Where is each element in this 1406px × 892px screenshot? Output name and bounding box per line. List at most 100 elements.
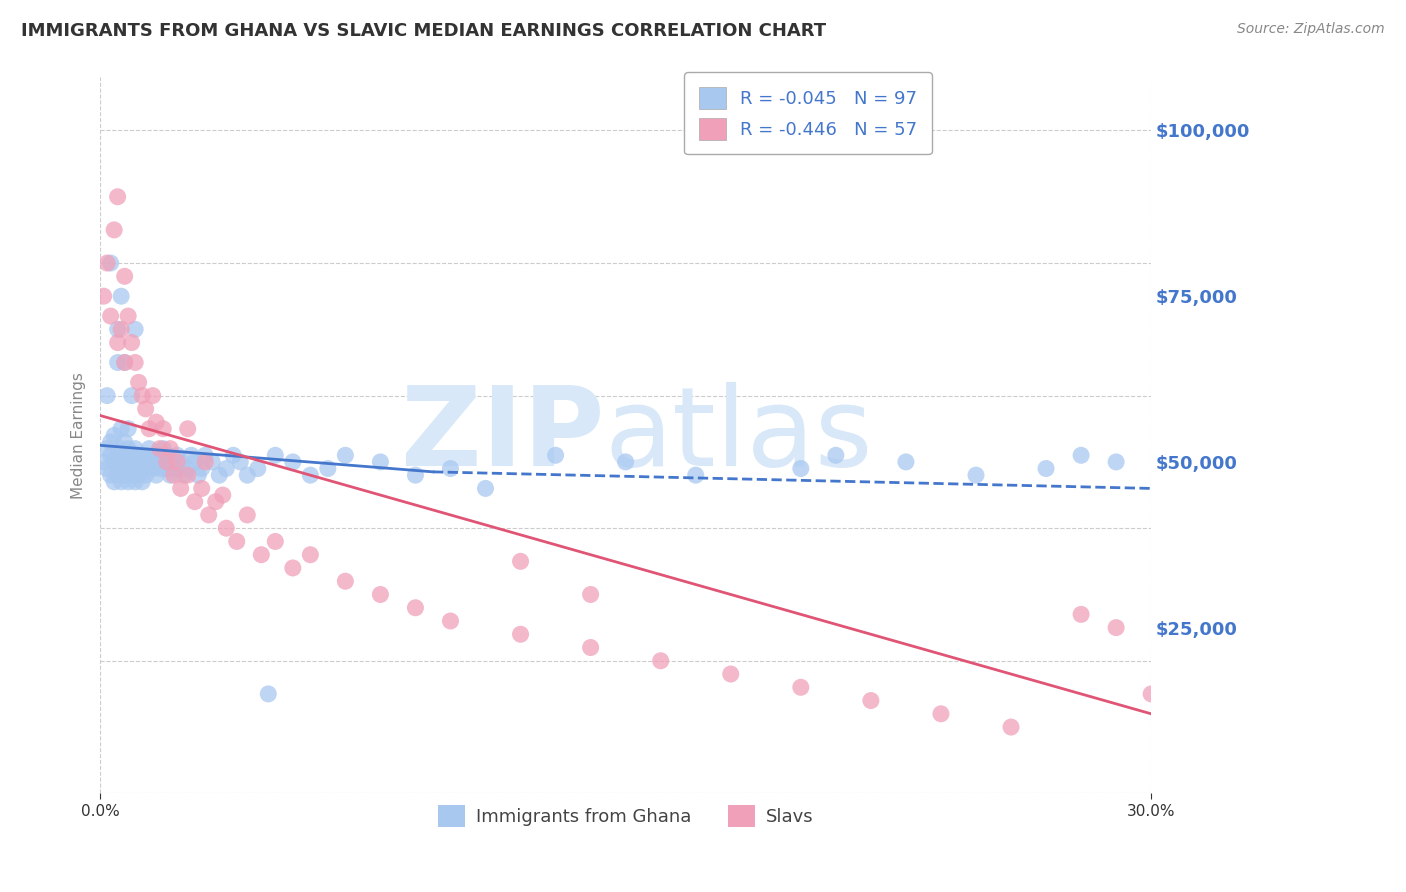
Point [138, 455, 160, 469]
Point [103, 428, 125, 442]
Point [159, 455, 181, 469]
Point [131, 455, 153, 469]
Point [145, 468, 167, 483]
Point [124, 442, 146, 456]
Point [107, 322, 129, 336]
Point [135, 461, 157, 475]
Point [124, 475, 146, 489]
Point [187, 468, 209, 483]
Point [114, 355, 136, 369]
Point [650, 654, 672, 668]
Y-axis label: Median Earnings: Median Earnings [72, 372, 86, 499]
Point [197, 508, 219, 522]
Point [250, 548, 273, 562]
Point [170, 455, 193, 469]
Point [579, 640, 602, 655]
Point [335, 574, 357, 589]
Point [117, 475, 139, 489]
Point [131, 389, 153, 403]
Point [1000, 720, 1022, 734]
Point [204, 494, 226, 508]
Point [404, 600, 426, 615]
Point [124, 455, 146, 469]
Point [149, 442, 172, 456]
Point [156, 448, 179, 462]
Point [121, 468, 143, 483]
Point [110, 455, 132, 469]
Point [114, 448, 136, 462]
Point [152, 422, 174, 436]
Point [335, 448, 357, 462]
Point [110, 442, 132, 456]
Point [225, 534, 247, 549]
Point [183, 455, 205, 469]
Point [135, 448, 157, 462]
Text: Source: ZipAtlas.com: Source: ZipAtlas.com [1237, 22, 1385, 37]
Point [103, 475, 125, 489]
Point [1140, 687, 1163, 701]
Point [299, 548, 322, 562]
Point [117, 455, 139, 469]
Point [614, 455, 637, 469]
Point [720, 667, 742, 681]
Point [107, 335, 129, 350]
Point [149, 448, 172, 462]
Point [166, 455, 188, 469]
Point [117, 309, 139, 323]
Point [194, 448, 217, 462]
Point [201, 455, 224, 469]
Point [215, 461, 238, 475]
Point [114, 269, 136, 284]
Point [103, 223, 125, 237]
Point [190, 461, 212, 475]
Point [246, 461, 269, 475]
Point [685, 468, 707, 483]
Point [100, 256, 122, 270]
Point [103, 455, 125, 469]
Point [790, 681, 813, 695]
Point [114, 355, 136, 369]
Point [156, 455, 179, 469]
Point [100, 448, 122, 462]
Point [138, 422, 160, 436]
Point [121, 461, 143, 475]
Point [183, 494, 205, 508]
Point [152, 442, 174, 456]
Point [110, 322, 132, 336]
Point [117, 442, 139, 456]
Point [173, 468, 195, 483]
Point [100, 309, 122, 323]
Text: atlas: atlas [605, 382, 873, 489]
Point [145, 455, 167, 469]
Point [229, 455, 252, 469]
Point [215, 521, 238, 535]
Point [208, 468, 231, 483]
Point [114, 435, 136, 450]
Point [128, 376, 150, 390]
Point [509, 554, 531, 568]
Point [211, 488, 233, 502]
Point [281, 455, 304, 469]
Point [93, 455, 115, 469]
Point [128, 448, 150, 462]
Point [128, 461, 150, 475]
Point [121, 389, 143, 403]
Point [579, 587, 602, 601]
Point [180, 448, 202, 462]
Point [131, 475, 153, 489]
Text: ZIP: ZIP [401, 382, 605, 489]
Point [107, 355, 129, 369]
Point [124, 355, 146, 369]
Point [1105, 621, 1128, 635]
Point [236, 508, 259, 522]
Point [138, 442, 160, 456]
Point [439, 461, 461, 475]
Point [177, 461, 200, 475]
Point [145, 415, 167, 429]
Point [114, 461, 136, 475]
Point [121, 335, 143, 350]
Point [96, 256, 118, 270]
Point [1105, 455, 1128, 469]
Point [1035, 461, 1057, 475]
Point [135, 401, 157, 416]
